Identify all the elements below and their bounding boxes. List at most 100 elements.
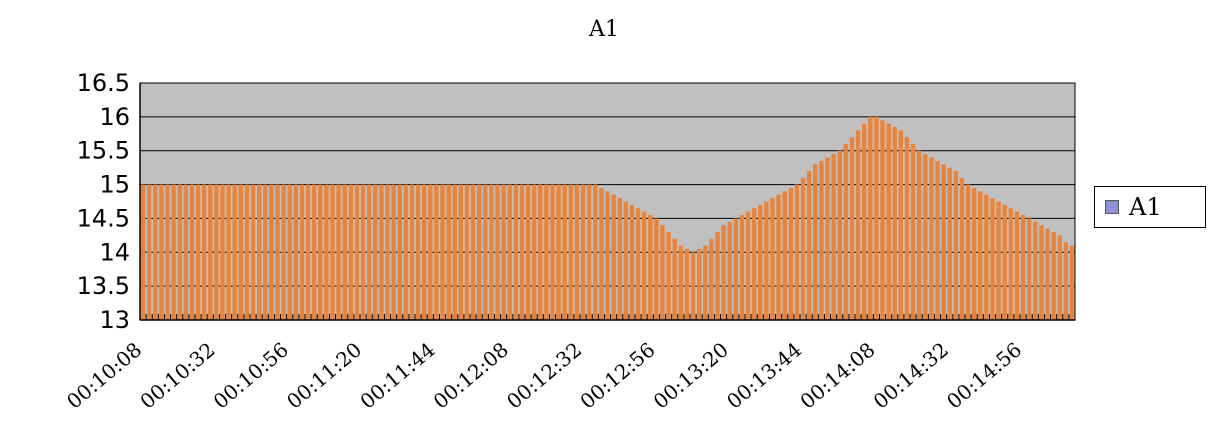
bar [776,194,781,320]
x-tick-label: 00:11:44 [355,337,439,413]
bars [139,116,1075,321]
bar [965,184,971,320]
bar [250,184,256,320]
bar [690,252,696,320]
bar [544,184,549,320]
bar [525,184,531,320]
bar [751,208,757,320]
bar [189,184,195,320]
bar [165,184,170,320]
bar [507,184,512,320]
bar [629,204,635,320]
bar [263,184,268,320]
bar [819,160,824,320]
bar [617,198,622,320]
bar [464,184,470,320]
bar [593,184,598,320]
legend: A1 [1094,186,1206,228]
bar [531,184,537,320]
bar [305,184,311,320]
bar [256,184,262,320]
bar [788,187,794,320]
bar [140,184,146,320]
bar [379,184,384,320]
bar [470,184,476,320]
bar [739,215,745,320]
x-tick-label: 00:12:32 [502,337,586,413]
x-tick-label: 00:11:20 [282,337,366,413]
bar [727,221,732,320]
bar [923,154,928,320]
bar [458,184,464,320]
bar [715,231,720,320]
bar [941,164,946,320]
bar [703,245,708,320]
bar [806,171,812,320]
bar [935,160,940,320]
x-tick-label: 00:13:20 [649,337,733,413]
bar [495,184,500,320]
bar [904,137,910,320]
bar [666,231,671,320]
bar [1026,218,1032,320]
x-tick-label: 00:10:32 [135,337,219,413]
bar [709,238,714,320]
bar [446,184,451,320]
bar [214,184,219,320]
bar [770,198,775,320]
bar [1069,245,1075,320]
bar [1002,204,1007,320]
y-tick-label: 14 [99,238,130,266]
bar [562,184,567,320]
x-axis-tick-labels: 00:10:0800:10:3200:10:5600:11:2000:11:44… [62,337,1026,413]
bar [318,184,323,320]
bar [1051,231,1056,320]
bar [916,150,922,320]
bar [910,143,916,320]
bar [538,184,543,320]
bar [275,184,280,320]
bar [513,184,519,320]
bar [434,184,439,320]
y-tick-label: 15 [99,171,130,199]
bar [146,184,152,320]
bar [1057,235,1062,320]
bar [721,225,726,320]
bar [984,194,989,320]
bar [476,184,482,320]
x-tick-label: 00:12:08 [429,337,513,413]
bar [342,184,347,320]
bar [764,201,769,320]
bar [354,184,360,320]
bar [831,154,836,320]
bar [360,184,366,320]
bar [373,184,378,320]
bar [1063,242,1069,320]
bar [269,184,274,320]
bar [397,184,402,320]
y-tick-label: 16 [99,103,130,131]
bar [874,116,879,320]
bar [568,184,574,320]
x-tick-label: 00:14:08 [795,337,879,413]
bar [348,184,354,320]
bar [1020,215,1026,320]
bar [330,184,335,320]
bar [452,184,457,320]
bar [599,187,604,320]
bar [892,127,897,320]
bar [648,215,653,320]
bar [489,184,494,320]
bar [391,184,396,320]
bar [1008,208,1014,320]
bar [837,150,842,320]
bar [171,184,176,320]
bar [519,184,525,320]
bar [226,184,231,320]
bar [299,184,305,320]
bar [800,177,806,320]
bar [580,184,586,320]
bar [843,143,849,320]
x-tick-label: 00:14:56 [942,337,1026,413]
bar [281,184,286,320]
